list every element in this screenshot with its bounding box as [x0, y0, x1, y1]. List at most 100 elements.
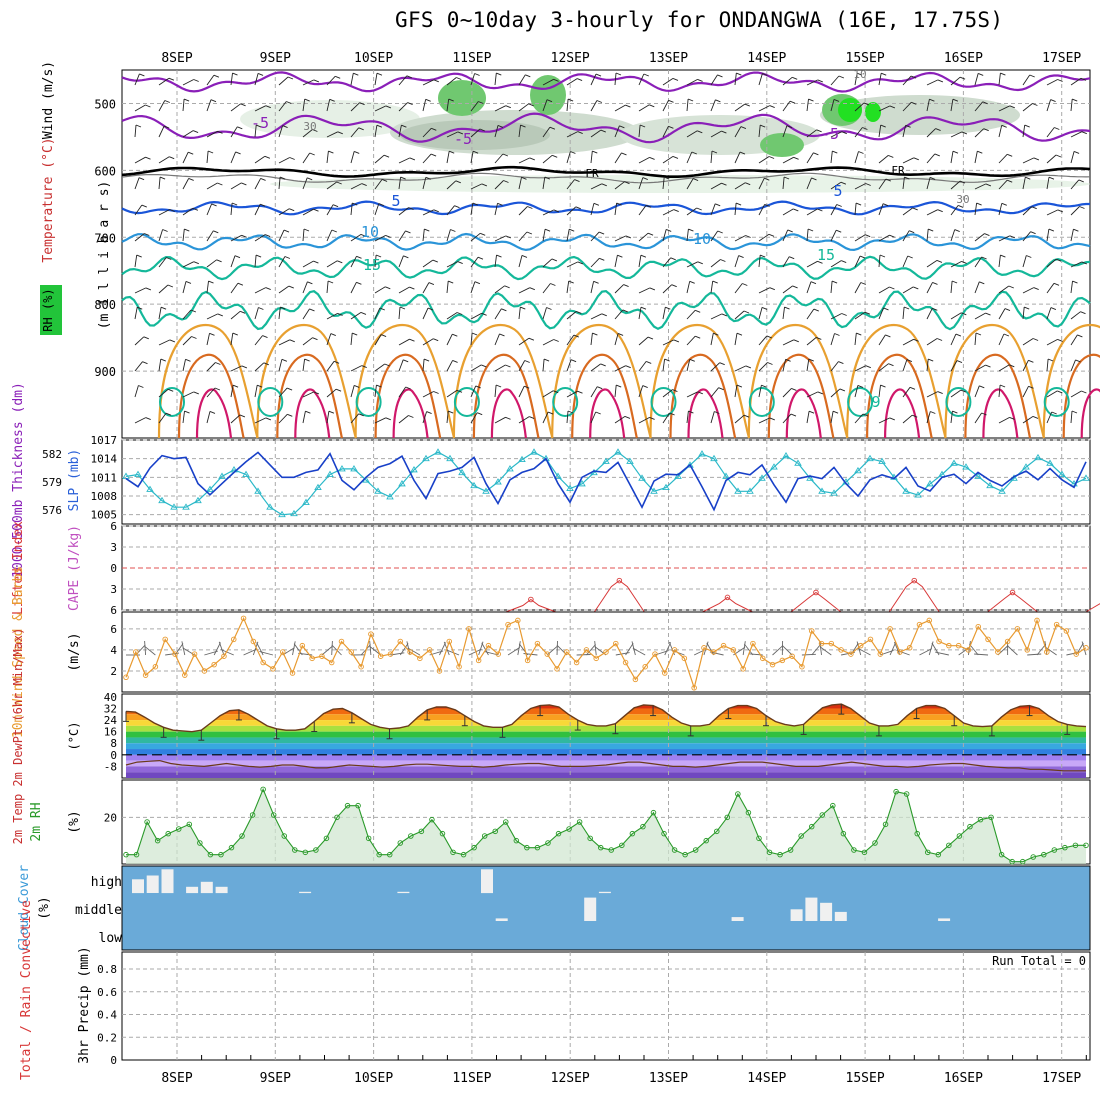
wind-barb-10m	[1006, 645, 1018, 656]
rh-shading-max	[865, 102, 881, 122]
wind-barb-flag	[577, 261, 584, 265]
wind-barb-flag	[168, 388, 174, 392]
wind10m-line-marker	[250, 638, 257, 645]
contour-closed-cell	[453, 387, 480, 417]
temp-band	[126, 772, 1086, 778]
wind-barb-flag	[569, 228, 575, 232]
wind-barb	[782, 100, 791, 112]
thickness-tick: 576	[42, 504, 62, 517]
wind-barb	[1022, 103, 1033, 112]
wind-barb	[686, 309, 696, 320]
wind-barb	[926, 229, 929, 242]
rh2m-line-marker	[619, 842, 625, 849]
ylabel-wind: Wind (m/s)	[41, 61, 56, 139]
wind-barb	[854, 102, 865, 112]
date-label-top: 9SEP	[260, 51, 291, 66]
wind-barb-10m	[165, 652, 180, 656]
wind-barb-10m	[243, 648, 257, 656]
wind-barb-flag	[289, 157, 295, 160]
wind-barb	[614, 125, 620, 138]
wind-barb-flag	[552, 154, 558, 158]
wind-barb	[854, 183, 866, 190]
wind-barb	[662, 126, 669, 138]
wind-barb-flag	[356, 281, 362, 285]
wind-barb-flag	[928, 228, 934, 232]
wind-barb	[734, 235, 746, 242]
thickness-line-marker	[986, 481, 994, 489]
rh2m-line-marker	[429, 816, 435, 823]
wind-barb	[566, 359, 572, 372]
wind-barb-flag	[905, 124, 911, 128]
wind-barb	[542, 209, 555, 216]
lifted-index-line	[702, 596, 753, 613]
wind-barb	[518, 231, 528, 242]
rh-shading-high	[438, 80, 486, 116]
wind-barb	[302, 308, 310, 320]
thickness-line-marker	[866, 454, 874, 462]
wind-barb-flag	[448, 280, 454, 284]
wind-barb-flag	[859, 255, 866, 259]
temp-band	[126, 737, 1086, 744]
rh2m-line-marker	[777, 851, 783, 858]
contour-label: 10	[361, 223, 379, 241]
wind-barb	[1022, 307, 1025, 320]
rh2m-line	[126, 787, 1086, 863]
wind-barb	[518, 177, 522, 190]
wind-barb	[878, 307, 884, 320]
wind-barb-flag	[385, 105, 392, 109]
wind-barb-10m	[969, 643, 979, 656]
wind-barb	[278, 229, 285, 242]
wind-barb	[422, 127, 432, 138]
wind-barb-flag	[192, 207, 199, 211]
wind-barb	[566, 179, 575, 190]
wind-barb-flag	[280, 306, 286, 310]
wind-barb	[758, 335, 768, 346]
wind-barb-flag	[234, 255, 241, 259]
wind-barb-flag	[889, 105, 896, 109]
wind-barb-flag	[426, 411, 432, 415]
wind-barb	[1070, 131, 1082, 138]
thickness-line-marker	[806, 474, 814, 481]
wind10m-line	[125, 616, 1087, 690]
rh2m-line-marker	[344, 802, 351, 809]
wind-barb-flag	[544, 228, 551, 232]
wind-barb	[1046, 154, 1057, 164]
rh2m-line-marker	[481, 833, 488, 839]
rh2m-line-marker	[281, 833, 287, 839]
wind10m-line-marker	[662, 670, 668, 676]
date-label-top: 15SEP	[846, 51, 885, 66]
wind-barb-flag	[903, 306, 910, 310]
wind-barb-flag	[670, 257, 676, 261]
wind-barb-flag	[930, 411, 936, 414]
wind-barb-flag	[1032, 415, 1039, 419]
wind-barb-flag	[841, 131, 847, 135]
wind-barb-flag	[743, 414, 750, 418]
wind-barb-flag	[1078, 179, 1084, 183]
wind-barb-flag	[193, 261, 199, 265]
temp-band	[126, 760, 1086, 767]
high-cloud-bar	[598, 891, 611, 894]
rh2m-line-marker	[946, 842, 952, 849]
wind-barb-flag	[645, 204, 652, 208]
wind10m-line-marker	[299, 642, 306, 649]
wind-barb-flag	[649, 104, 655, 108]
wind-barb-flag	[264, 234, 271, 238]
wind-barb	[254, 234, 266, 242]
wind-barb-flag	[1033, 287, 1039, 291]
wind10m-line-marker	[446, 638, 453, 645]
wind-barb	[926, 99, 930, 112]
rh2m-line-marker	[397, 840, 404, 846]
wind-barb	[182, 359, 186, 372]
wind-barb	[278, 125, 284, 138]
wind-barb-flag	[619, 125, 625, 129]
wind-barb-flag	[547, 411, 554, 415]
rh2m-line-marker	[165, 830, 171, 837]
wind-barb-flag	[1001, 202, 1007, 206]
wind-barb	[878, 125, 882, 138]
wind-barb	[374, 235, 386, 242]
wind-barb	[926, 359, 929, 372]
thickness-line-marker	[122, 472, 130, 479]
wind-barb	[998, 384, 1001, 398]
wind-barb-flag	[163, 125, 170, 129]
wind-barb-flag	[475, 385, 481, 389]
